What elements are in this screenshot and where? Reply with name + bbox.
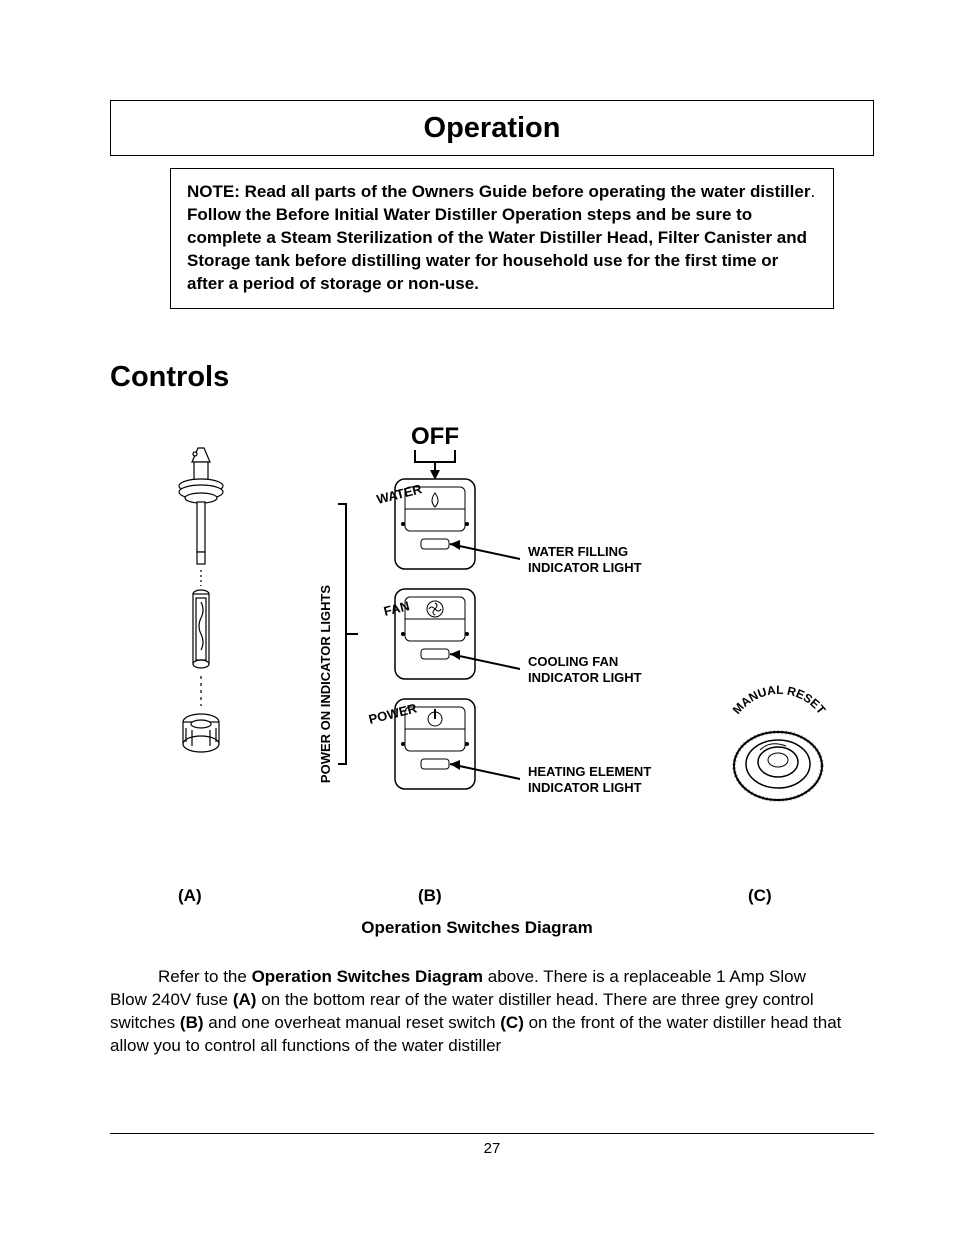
label-a: (A) [178, 886, 202, 906]
section-title: Operation [424, 112, 561, 145]
page-footer: 27 [110, 1133, 874, 1157]
p-b2: (A) [233, 990, 257, 1009]
label-b: (B) [418, 886, 442, 906]
power-on-indicator-lights-label: POWER ON INDICATOR LIGHTS [318, 584, 333, 782]
page-number: 27 [110, 1140, 874, 1157]
callout-water-2: INDICATOR LIGHT [528, 560, 642, 575]
callout-fan-1: COOLING FAN [528, 654, 618, 669]
note-dot: . [810, 182, 815, 201]
callout-power-1: HEATING ELEMENT [528, 764, 651, 779]
p-b1: Operation Switches Diagram [252, 967, 483, 986]
footer-rule [110, 1133, 874, 1134]
body-paragraph: Refer to the Operation Switches Diagram … [110, 966, 844, 1058]
label-c: (C) [748, 886, 772, 906]
manual-reset-label: MANUAL RESET [730, 683, 829, 717]
off-label: OFF [411, 424, 459, 450]
fuse-assembly-icon [179, 448, 223, 752]
rocker-switches-icon: WATER WATER FILLING INDICATOR LIGHT [367, 479, 651, 795]
p-t4: and one overheat manual reset switch [204, 1013, 501, 1032]
operation-switches-diagram: OFF POWER ON INDICATOR LIGHTS [80, 424, 874, 914]
svg-text:MANUAL RESET: MANUAL RESET [730, 683, 829, 717]
note-box: NOTE: Read all parts of the Owners Guide… [170, 168, 834, 309]
p-b3: (B) [180, 1013, 204, 1032]
p-b4: (C) [500, 1013, 524, 1032]
diagram-caption: Operation Switches Diagram [80, 918, 874, 938]
p-t1: Refer to the [158, 967, 252, 986]
controls-heading: Controls [110, 361, 874, 394]
section-title-frame: Operation [110, 100, 874, 156]
callout-water-1: WATER FILLING [528, 544, 628, 559]
manual-reset-icon: MANUAL RESET [730, 683, 829, 800]
note-rest: Follow the Before Initial Water Distille… [187, 205, 807, 293]
callout-power-2: INDICATOR LIGHT [528, 780, 642, 795]
callout-fan-2: INDICATOR LIGHT [528, 670, 642, 685]
note-prefix: NOTE: Read all parts of the Owners Guide… [187, 182, 810, 201]
